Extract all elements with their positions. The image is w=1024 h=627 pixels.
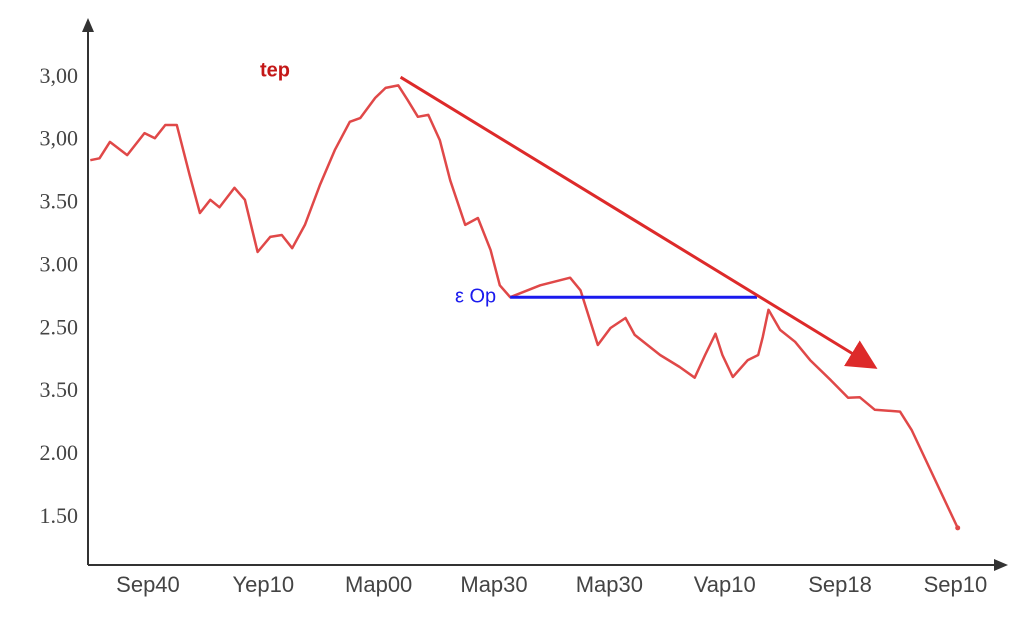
- y-tick-label: 1.50: [40, 503, 79, 528]
- y-tick-label: 3.00: [40, 251, 79, 276]
- y-tick-label: 3,00: [40, 126, 79, 151]
- end-point: [955, 525, 961, 531]
- x-tick-label: Sep10: [924, 572, 988, 597]
- x-axis-arrow: [994, 559, 1008, 571]
- y-axis-arrow: [82, 18, 94, 32]
- x-tick-label: Sep40: [116, 572, 180, 597]
- price-line: [90, 84, 959, 529]
- x-tick-label: Map30: [460, 572, 527, 597]
- y-tick-label: 3.50: [40, 189, 79, 214]
- level-label: ε Op: [455, 285, 496, 307]
- y-tick-label: 2.50: [40, 314, 79, 339]
- trend-arrow: [399, 75, 878, 369]
- x-tick-label: Sep18: [808, 572, 872, 597]
- x-tick-label: Vap10: [694, 572, 756, 597]
- x-tick-label: Map00: [345, 572, 412, 597]
- y-tick-label: 3.50: [40, 377, 79, 402]
- y-tick-label: 3,00: [40, 63, 79, 88]
- trend-label: tep: [260, 59, 290, 81]
- x-tick-label: Map30: [576, 572, 643, 597]
- x-tick-label: Yep10: [233, 572, 295, 597]
- y-tick-label: 2.00: [40, 440, 79, 465]
